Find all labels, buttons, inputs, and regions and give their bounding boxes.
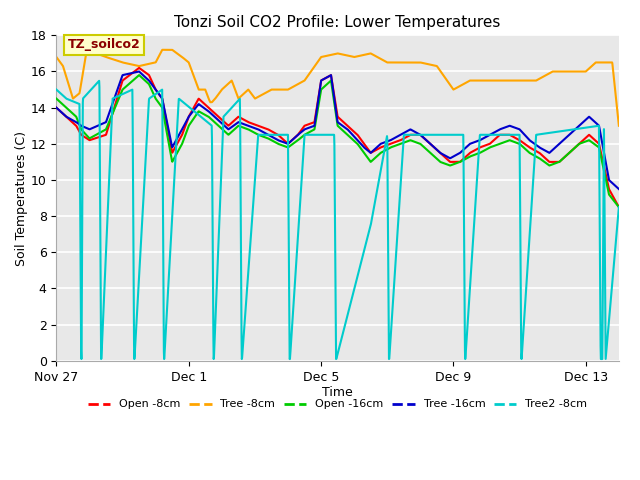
Y-axis label: Soil Temperatures (C): Soil Temperatures (C) (15, 131, 28, 265)
Title: Tonzi Soil CO2 Profile: Lower Temperatures: Tonzi Soil CO2 Profile: Lower Temperatur… (175, 15, 501, 30)
Text: TZ_soilco2: TZ_soilco2 (68, 38, 140, 51)
X-axis label: Time: Time (323, 386, 353, 399)
Legend: Open -8cm, Tree -8cm, Open -16cm, Tree -16cm, Tree2 -8cm: Open -8cm, Tree -8cm, Open -16cm, Tree -… (83, 395, 592, 414)
